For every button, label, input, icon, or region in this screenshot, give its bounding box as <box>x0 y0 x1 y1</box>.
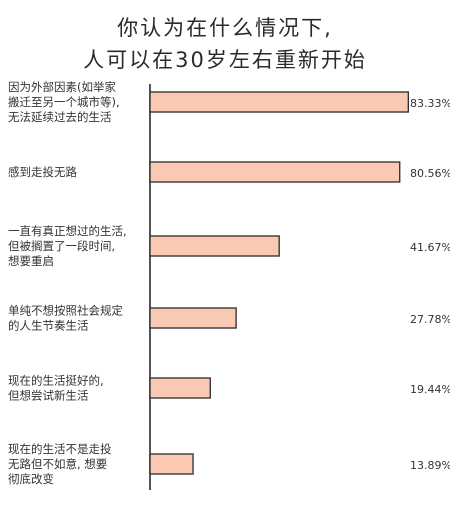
value-label-0: 83.33% <box>410 97 450 110</box>
category-label-5-line-0: 现在的生活不是走投 <box>8 442 112 456</box>
bar-2 <box>149 235 280 257</box>
category-label-2-line-2: 想要重启 <box>8 254 54 268</box>
category-label-5-line-2: 彻底改变 <box>8 472 54 486</box>
category-label-0-line-2: 无法延续过去的生活 <box>8 110 112 124</box>
chart-title-line-1: 你认为在什么情况下, <box>117 16 333 40</box>
chart-title-line-2: 人可以在30岁左右重新开始 <box>83 48 367 72</box>
value-label-4: 19.44% <box>410 383 450 396</box>
value-label-3: 27.78% <box>410 313 450 326</box>
category-label-1-line-0: 感到走投无路 <box>8 165 77 179</box>
bar-5 <box>149 453 194 475</box>
bar-3 <box>149 307 237 329</box>
value-label-2: 41.67% <box>410 241 450 254</box>
category-label-5-line-1: 无路但不如意, 想要 <box>8 457 107 471</box>
category-label-3-line-1: 的人生节奏生活 <box>8 319 89 333</box>
category-label-4-line-0: 现在的生活挺好的, <box>8 374 104 388</box>
category-label-2-line-0: 一直有真正想过的生活, <box>8 224 127 238</box>
bar-4 <box>149 377 211 399</box>
value-label-1: 80.56% <box>410 167 450 180</box>
category-label-3-line-0: 单纯不想按照社会规定 <box>8 304 123 318</box>
value-label-5: 13.89% <box>410 459 450 472</box>
bar-1 <box>149 161 401 183</box>
category-label-4-line-1: 但想尝试新生活 <box>8 389 89 403</box>
category-label-0-line-1: 搬迁至另一个城市等), <box>8 95 120 109</box>
category-label-2-line-1: 但被搁置了一段时间, <box>8 239 115 253</box>
category-label-0-line-0: 因为外部因素(如举家 <box>8 80 116 94</box>
bar-0 <box>149 91 409 113</box>
